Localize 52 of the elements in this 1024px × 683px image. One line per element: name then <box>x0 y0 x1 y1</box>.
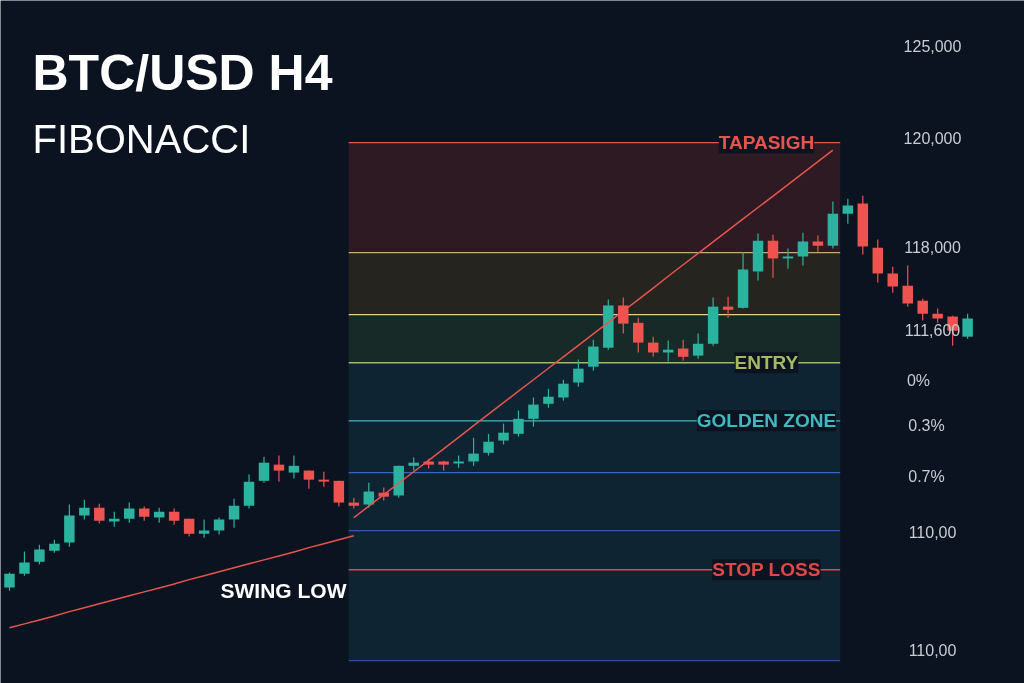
annotation: 0.7% <box>908 468 945 485</box>
candlestick <box>842 198 854 225</box>
candlestick <box>483 433 494 457</box>
candlestick <box>962 313 973 340</box>
candlestick <box>558 379 569 402</box>
candlestick <box>588 339 599 372</box>
candlestick <box>94 503 105 525</box>
candlestick <box>528 396 539 428</box>
chart-subtitle: FIBONACCI <box>32 116 251 161</box>
annotation: 110,00 <box>908 523 957 541</box>
text: 120,000 <box>903 129 962 147</box>
candlestick <box>258 456 270 484</box>
candlestick <box>318 471 330 488</box>
candlestick <box>573 358 584 388</box>
candlestick <box>198 518 210 539</box>
candlestick <box>767 234 779 279</box>
candlestick <box>333 480 345 508</box>
annotation: SWING LOW <box>220 579 347 602</box>
candlestick <box>4 571 15 592</box>
candlestick <box>363 482 375 509</box>
candlestick <box>468 437 479 467</box>
ref-line-label: TAPASIGH <box>718 132 815 154</box>
candlestick <box>902 264 913 308</box>
candlestick <box>19 550 30 577</box>
annotation: 0.3% <box>908 417 945 434</box>
candlestick <box>543 388 554 409</box>
annotation: 0% <box>906 372 931 389</box>
text: 125,000 <box>903 37 962 55</box>
candlestick <box>498 422 509 446</box>
candlestick <box>513 409 524 438</box>
candlestick <box>618 296 629 335</box>
candlestick <box>782 247 794 270</box>
candlestick <box>288 454 300 480</box>
candlestick <box>917 298 928 322</box>
candlestick <box>34 544 45 566</box>
ref-line-label: ENTRY <box>734 352 799 374</box>
candlestick <box>887 266 898 294</box>
candlestick <box>812 234 824 253</box>
candlestick <box>79 499 90 521</box>
candlestick <box>722 296 734 319</box>
candlestick <box>692 332 704 360</box>
annotation: 118,000 <box>904 238 961 256</box>
candlestick <box>677 339 689 362</box>
candlestick <box>228 498 240 529</box>
candlestick <box>797 232 809 267</box>
ref-line-label: GOLDEN ZONE <box>696 410 837 432</box>
ref-line-label: STOP LOSS <box>712 559 821 581</box>
candlestick <box>633 317 644 354</box>
text: 110,00 <box>908 641 957 659</box>
candlestick <box>273 454 285 483</box>
candlestick <box>124 501 135 524</box>
chart-title: BTC/USD H4 <box>32 44 333 101</box>
